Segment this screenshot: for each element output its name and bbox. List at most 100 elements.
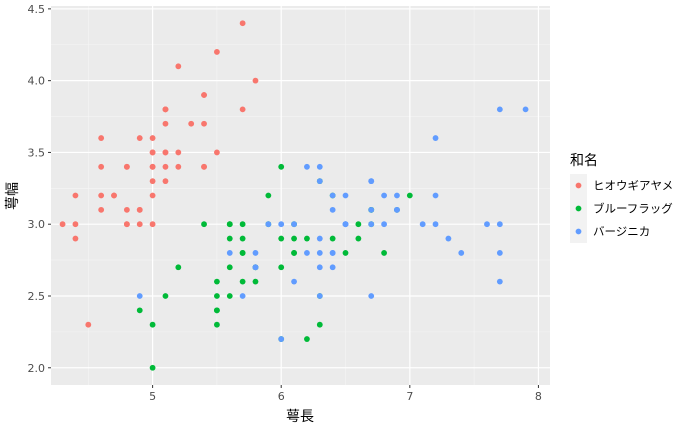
data-point-series-0 xyxy=(149,221,156,228)
data-point-series-0 xyxy=(59,221,66,228)
data-point-series-0 xyxy=(98,192,105,199)
data-point-series-0 xyxy=(72,221,79,228)
legend-label: ブルーフラッグ xyxy=(593,202,673,216)
data-point-series-2 xyxy=(342,221,349,228)
data-point-series-2 xyxy=(342,192,349,199)
data-point-series-2 xyxy=(329,192,336,199)
x-tick-label: 6 xyxy=(278,390,285,403)
data-point-series-1 xyxy=(162,293,169,299)
data-point-series-1 xyxy=(278,163,285,170)
data-point-series-1 xyxy=(252,278,259,285)
data-point-series-0 xyxy=(123,221,130,228)
data-point-series-2 xyxy=(522,106,529,113)
data-point-series-1 xyxy=(291,235,297,242)
data-point-series-0 xyxy=(149,192,156,199)
data-point-series-2 xyxy=(432,192,439,199)
plot-panel xyxy=(51,6,550,385)
legend-title: 和名 xyxy=(570,153,598,169)
data-point-series-2 xyxy=(458,250,465,256)
data-point-series-1 xyxy=(214,293,220,299)
data-point-series-2 xyxy=(316,235,323,242)
data-point-series-2 xyxy=(496,106,503,113)
data-point-series-2 xyxy=(316,178,323,185)
data-point-series-2 xyxy=(496,250,503,256)
data-point-series-0 xyxy=(162,149,169,156)
data-point-series-0 xyxy=(252,77,259,84)
x-tick-label: 5 xyxy=(149,390,156,403)
y-tick-label: 2.0 xyxy=(28,362,46,375)
data-point-series-0 xyxy=(175,63,182,70)
data-point-series-1 xyxy=(342,250,349,256)
data-point-series-0 xyxy=(214,49,220,55)
data-point-series-2 xyxy=(368,206,375,213)
data-point-series-2 xyxy=(432,135,439,141)
data-point-series-2 xyxy=(368,293,375,299)
data-point-series-1 xyxy=(226,264,233,271)
data-point-series-0 xyxy=(201,120,207,127)
x-tick-label: 7 xyxy=(406,390,413,403)
data-point-series-2 xyxy=(304,163,310,170)
legend-label: ヒオウギアヤメ xyxy=(593,179,673,193)
data-point-series-1 xyxy=(304,336,310,342)
data-point-series-2 xyxy=(316,293,323,299)
data-point-series-1 xyxy=(226,221,233,228)
data-point-series-0 xyxy=(123,206,130,213)
data-point-series-2 xyxy=(226,250,233,256)
data-point-series-2 xyxy=(381,192,387,199)
data-point-series-2 xyxy=(394,206,400,213)
data-point-series-0 xyxy=(72,192,79,199)
data-point-series-2 xyxy=(316,264,323,271)
data-point-series-0 xyxy=(149,149,156,156)
data-point-series-0 xyxy=(98,135,105,141)
legend-key-marker xyxy=(575,205,582,212)
legend-key-marker xyxy=(575,228,582,235)
data-point-series-2 xyxy=(304,250,310,256)
data-point-series-2 xyxy=(252,250,259,256)
axes: 5 6 7 8 2.0 2.5 3.0 3.5 4.0 4.5 xyxy=(28,3,542,403)
data-point-series-0 xyxy=(239,20,246,27)
data-point-series-1 xyxy=(239,278,246,285)
data-point-series-1 xyxy=(278,235,285,242)
grid-lines xyxy=(51,6,550,385)
data-point-series-0 xyxy=(123,163,130,170)
data-point-series-1 xyxy=(226,235,233,242)
data-point-series-2 xyxy=(496,278,503,285)
data-point-series-1 xyxy=(214,307,220,314)
y-axis-title: 萼幅 xyxy=(5,182,21,210)
data-point-series-1 xyxy=(214,278,220,285)
data-point-series-1 xyxy=(304,235,310,242)
data-point-series-0 xyxy=(162,178,169,185)
data-point-series-1 xyxy=(355,221,362,228)
data-point-series-1 xyxy=(239,221,246,228)
data-point-series-2 xyxy=(445,235,452,242)
data-point-series-0 xyxy=(85,321,92,328)
data-point-series-2 xyxy=(278,221,285,228)
data-point-series-1 xyxy=(214,321,220,328)
data-point-series-0 xyxy=(162,106,169,113)
data-point-series-2 xyxy=(329,250,336,256)
data-point-series-0 xyxy=(201,163,207,170)
data-point-series-0 xyxy=(175,163,182,170)
data-point-series-1 xyxy=(265,192,272,199)
data-point-series-2 xyxy=(496,221,503,228)
data-point-series-1 xyxy=(316,321,323,328)
data-point-series-2 xyxy=(329,264,336,271)
data-point-series-2 xyxy=(291,278,297,285)
data-point-series-0 xyxy=(136,135,143,141)
data-point-series-2 xyxy=(381,221,387,228)
data-point-series-2 xyxy=(419,221,426,228)
data-point-series-0 xyxy=(175,149,182,156)
data-point-series-1 xyxy=(201,221,207,228)
data-point-series-0 xyxy=(188,120,195,127)
data-point-series-0 xyxy=(136,206,143,213)
data-point-series-2 xyxy=(136,293,143,299)
x-tick-label: 8 xyxy=(535,390,542,403)
data-point-series-1 xyxy=(226,293,233,299)
data-point-series-0 xyxy=(201,92,207,98)
data-point-series-0 xyxy=(214,149,220,156)
y-tick-label: 3.5 xyxy=(28,146,46,159)
data-point-series-0 xyxy=(162,120,169,127)
data-point-series-1 xyxy=(406,192,413,199)
